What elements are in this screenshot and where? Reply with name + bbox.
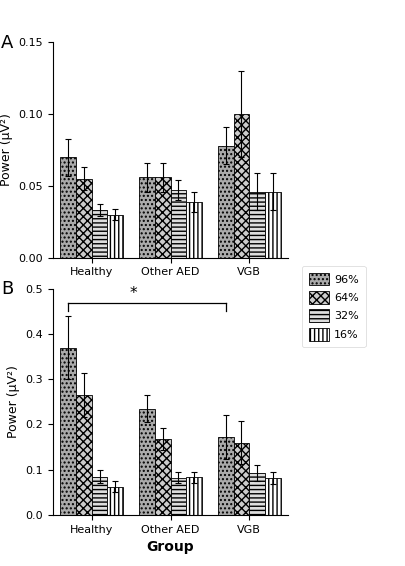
Bar	[233, 443, 249, 515]
Bar	[92, 477, 107, 515]
Bar	[233, 114, 249, 258]
Bar	[60, 157, 76, 258]
Bar	[186, 201, 202, 258]
Bar	[107, 487, 123, 515]
Bar	[170, 190, 186, 258]
Bar	[139, 177, 154, 258]
Bar	[264, 191, 280, 258]
Y-axis label: Power (μV²): Power (μV²)	[7, 366, 20, 438]
Bar	[92, 210, 107, 258]
Bar	[154, 177, 170, 258]
X-axis label: Group: Group	[146, 541, 194, 554]
Text: B: B	[1, 280, 13, 298]
Bar	[186, 478, 202, 515]
Bar	[139, 409, 154, 515]
Text: *: *	[130, 286, 137, 301]
Bar	[249, 473, 264, 515]
Bar	[170, 478, 186, 515]
Bar	[60, 348, 76, 515]
Bar	[76, 179, 92, 258]
Bar	[76, 395, 92, 515]
Bar	[217, 437, 233, 515]
Bar	[264, 478, 280, 515]
Legend: 96%, 64%, 32%, 16%: 96%, 64%, 32%, 16%	[301, 266, 364, 348]
Text: A: A	[1, 34, 13, 52]
Bar	[249, 191, 264, 258]
Bar	[107, 215, 123, 258]
Bar	[217, 145, 233, 258]
Bar	[154, 439, 170, 515]
Y-axis label: Power (μV²): Power (μV²)	[0, 114, 13, 186]
